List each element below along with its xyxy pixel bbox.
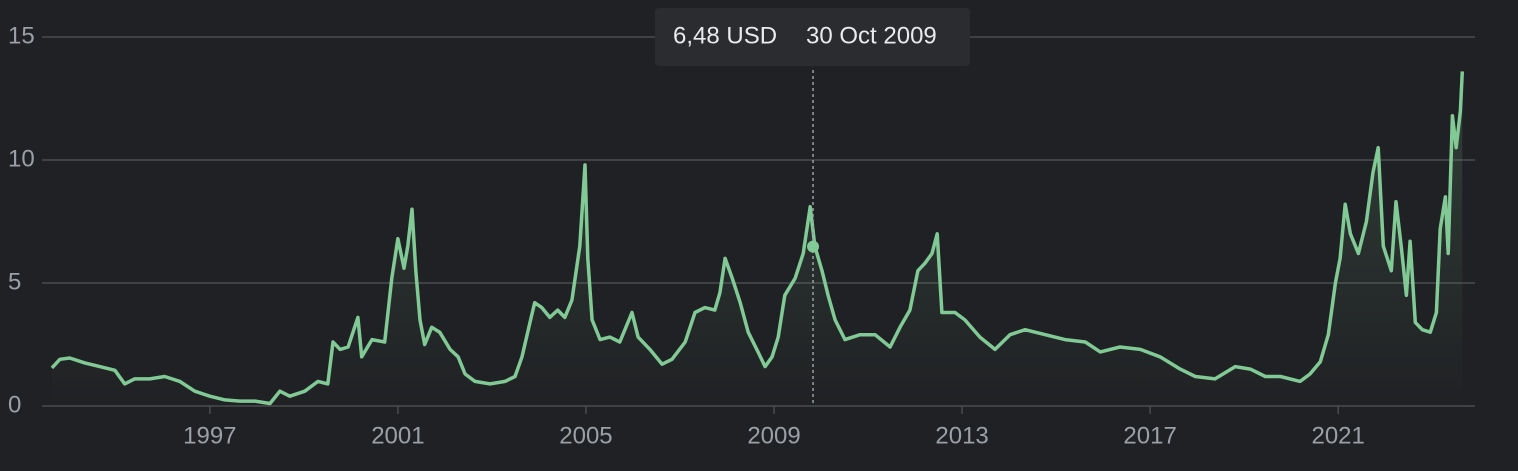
- y-tick-label: 5: [8, 268, 21, 295]
- tooltip-date: 30 Oct 2009: [806, 22, 937, 49]
- tooltip-box: [655, 8, 970, 66]
- x-tick-label: 2017: [1123, 422, 1176, 449]
- x-tick-label: 2009: [747, 422, 800, 449]
- y-tick-label: 15: [8, 22, 35, 49]
- line: [50, 71, 1465, 406]
- x-tick-label: 2021: [1311, 422, 1364, 449]
- x-tick-label: 1997: [183, 422, 236, 449]
- y-tick-label: 10: [8, 145, 35, 172]
- tooltip: 6,48 USD 30 Oct 2009: [655, 8, 970, 66]
- hover-point: [807, 240, 820, 253]
- area: [51, 71, 1463, 407]
- x-tick-label: 2013: [935, 422, 988, 449]
- y-tick-label: 0: [8, 391, 21, 418]
- x-tick-label: 2001: [371, 422, 424, 449]
- x-tick-label: 2005: [559, 422, 612, 449]
- tooltip-value: 6,48 USD: [673, 22, 777, 49]
